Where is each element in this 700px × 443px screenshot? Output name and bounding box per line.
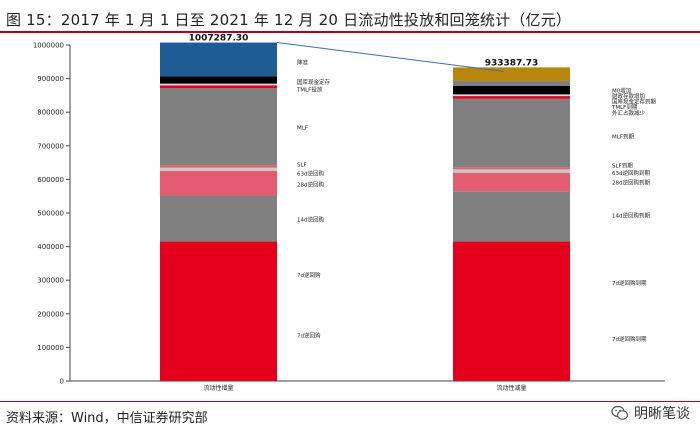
title-divider bbox=[0, 31, 700, 33]
segment-label: 28d逆回购到期 bbox=[612, 178, 650, 186]
y-tick-label: 100000 bbox=[37, 344, 64, 352]
segment-label: 7d逆回购 bbox=[297, 332, 321, 340]
source-divider bbox=[0, 401, 700, 402]
segment-label: 降准 bbox=[297, 58, 309, 66]
segment-label: 国库现金定存到期 bbox=[612, 97, 657, 105]
bar-segment bbox=[453, 85, 570, 95]
wechat-icon bbox=[611, 405, 629, 420]
y-tick-label: 800000 bbox=[37, 109, 64, 117]
y-tick-label: 1000000 bbox=[33, 42, 64, 50]
bar-segment bbox=[160, 42, 277, 77]
segment-label: TMLF到期 bbox=[611, 104, 638, 111]
segment-label: M0增加 bbox=[612, 87, 631, 95]
segment-label: 28d逆回购 bbox=[297, 180, 324, 188]
segment-label: 63d逆回购到期 bbox=[612, 169, 650, 177]
segment-label: 14d逆回购到期 bbox=[612, 212, 650, 220]
segment-label: 7d逆回购到期 bbox=[612, 279, 647, 287]
bar-segment bbox=[160, 88, 277, 166]
bar-segment bbox=[160, 83, 277, 86]
bar-segment bbox=[160, 76, 277, 84]
bar-segment bbox=[453, 241, 570, 381]
watermark-text: 明晰笔谈 bbox=[634, 406, 690, 422]
bar-segment bbox=[160, 171, 277, 196]
connector-line bbox=[276, 42, 504, 72]
segment-label: SLF到期 bbox=[612, 162, 633, 169]
segment-label: 外汇占款减少 bbox=[612, 109, 646, 117]
segment-label: 63d逆回购 bbox=[297, 169, 324, 177]
bar-segment bbox=[453, 94, 570, 97]
figure-title: 图 15：2017 年 1 月 1 日至 2021 年 12 月 20 日流动性… bbox=[6, 11, 572, 29]
segment-label: 财政存款增加 bbox=[612, 92, 645, 100]
watermark: 明晰笔谈 bbox=[611, 403, 690, 423]
y-tick-label: 400000 bbox=[37, 243, 64, 251]
bar-segment bbox=[453, 191, 570, 242]
segment-label: MLF bbox=[297, 125, 308, 131]
segment-label: TMLF投放 bbox=[296, 85, 323, 93]
segment-label: 14d逆回购 bbox=[297, 216, 324, 224]
segment-label: SLF bbox=[297, 162, 307, 168]
segment-label: MLF到期 bbox=[612, 134, 634, 141]
bar-segment bbox=[453, 98, 570, 168]
source-note: 资料来源：Wind，中信证券研究部 bbox=[6, 411, 208, 426]
bar-segment bbox=[160, 195, 277, 242]
bar-segment bbox=[453, 169, 570, 173]
x-category-label: 流动性减量 bbox=[496, 384, 526, 392]
bar-segment bbox=[453, 67, 570, 81]
segment-label: 7d逆回购到期 bbox=[612, 335, 647, 343]
bar-total-label: 933387.73 bbox=[485, 58, 539, 68]
segment-label: 国库现金定存 bbox=[297, 78, 331, 86]
bar-segment bbox=[453, 80, 570, 86]
y-tick-label: 300000 bbox=[37, 277, 64, 285]
bar-segment bbox=[453, 167, 570, 170]
y-tick-label: 500000 bbox=[37, 210, 64, 218]
bar-segment bbox=[160, 167, 277, 171]
bar-segment bbox=[160, 241, 277, 381]
y-tick-label: 600000 bbox=[37, 176, 64, 184]
bar-segment bbox=[160, 85, 277, 89]
bar-segment bbox=[453, 96, 570, 99]
bar-total-label: 1007287.30 bbox=[189, 34, 249, 44]
bar-segment bbox=[160, 165, 277, 168]
y-tick-label: 200000 bbox=[37, 310, 64, 318]
y-tick-label: 700000 bbox=[37, 142, 64, 150]
stacked-bar-chart: 0 100000 200000 300000 400000 500000 600000 700… bbox=[33, 34, 665, 392]
x-category-label: 流动性增量 bbox=[203, 384, 233, 392]
bar-segment bbox=[453, 172, 570, 192]
y-tick-label: 900000 bbox=[37, 75, 64, 83]
y-tick-label: 0 bbox=[60, 378, 64, 386]
segment-label: 7d逆回购 bbox=[297, 271, 321, 279]
